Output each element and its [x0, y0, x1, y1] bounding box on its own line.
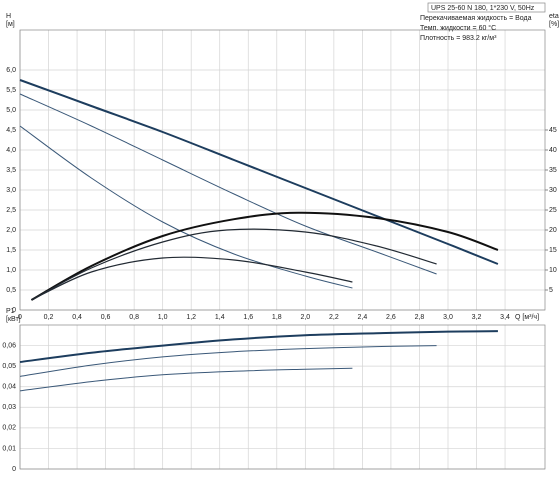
x-tick-label: 1,4	[215, 314, 225, 321]
curve	[19, 330, 498, 364]
y2-tick-label: 5	[549, 287, 553, 294]
y-tick-label: 1,0	[6, 267, 16, 274]
x-tick-label: 2,4	[358, 314, 368, 321]
x-tick-label: 2,8	[415, 314, 425, 321]
x-tick-label: 1,6	[243, 314, 253, 321]
curve	[31, 256, 353, 301]
y2-tick-label: 45	[549, 127, 557, 134]
plot-frame	[19, 324, 546, 470]
plot-frame	[19, 29, 546, 311]
curve	[19, 93, 437, 275]
curve	[19, 367, 353, 392]
y-tick-label: 0	[12, 466, 16, 473]
y-tick-label: 0,05	[2, 363, 16, 370]
y2-tick-label: 15	[549, 247, 557, 254]
x-tick-label: 0	[18, 314, 22, 321]
x-tick-label: 0,4	[72, 314, 82, 321]
y2-tick-label: 40	[549, 147, 557, 154]
info-text: Плотность = 983.2 кг/м³	[420, 35, 497, 42]
x-tick-label: 1,0	[158, 314, 168, 321]
x-tick-label: 3,2	[472, 314, 482, 321]
y-axis-label: P1	[6, 308, 15, 315]
info-text: Темп. жидкости = 60 °C	[420, 24, 496, 32]
y-tick-label: 3,5	[6, 167, 16, 174]
y-tick-label: 4,5	[6, 127, 16, 134]
y2-tick-label: 25	[549, 207, 557, 214]
y-tick-label: 2,0	[6, 227, 16, 234]
y-tick-label: 6,0	[6, 67, 16, 74]
x-tick-label: 0,6	[101, 314, 111, 321]
x-tick-label: 3,0	[443, 314, 453, 321]
x-axis-label: Q [м³/ч]	[515, 314, 539, 321]
y-tick-label: 4,0	[6, 147, 16, 154]
y2-tick-label: 35	[549, 167, 557, 174]
info-text: Перекачиваемая жидкость = Вода	[420, 15, 532, 22]
x-tick-label: 0,2	[44, 314, 54, 321]
y-tick-label: 5,0	[6, 107, 16, 114]
y-tick-label: 1,5	[6, 247, 16, 254]
x-tick-label: 3,4	[500, 314, 510, 321]
y2-axis-label: eta	[549, 13, 559, 20]
y-tick-label: 0,04	[2, 384, 16, 391]
y-axis-unit: [м]	[6, 21, 15, 28]
curve	[30, 211, 499, 301]
curve	[31, 228, 437, 301]
y-tick-label: 0,03	[2, 404, 16, 411]
curve	[19, 345, 437, 377]
y-tick-label: 5,5	[6, 87, 16, 94]
info-text: UPS 25-60 N 180, 1*230 V, 50Hz	[431, 5, 535, 12]
x-tick-label: 0,8	[129, 314, 139, 321]
y2-axis-unit: [%]	[549, 21, 559, 28]
info-box	[427, 2, 546, 13]
x-tick-label: 2,6	[386, 314, 396, 321]
y-tick-label: 0,5	[6, 287, 16, 294]
y2-tick-label: 30	[549, 187, 557, 194]
curve	[19, 125, 353, 289]
y-axis-label: H	[6, 13, 11, 20]
y-tick-label: 0	[12, 307, 16, 314]
x-tick-label: 1,2	[186, 314, 196, 321]
y-tick-label: 0,02	[2, 425, 16, 432]
y-axis-unit: [кВт]	[6, 316, 21, 323]
y2-tick-label: 20	[549, 227, 557, 234]
y-tick-label: 0,01	[2, 445, 16, 452]
y-tick-label: 3,0	[6, 187, 16, 194]
y-tick-label: 0,06	[2, 342, 16, 349]
curve	[19, 79, 499, 265]
y2-tick-label: 10	[549, 267, 557, 274]
y-tick-label: 2,5	[6, 207, 16, 214]
x-tick-label: 2,2	[329, 314, 339, 321]
x-tick-label: 2,0	[300, 314, 310, 321]
x-tick-label: 1,8	[272, 314, 282, 321]
